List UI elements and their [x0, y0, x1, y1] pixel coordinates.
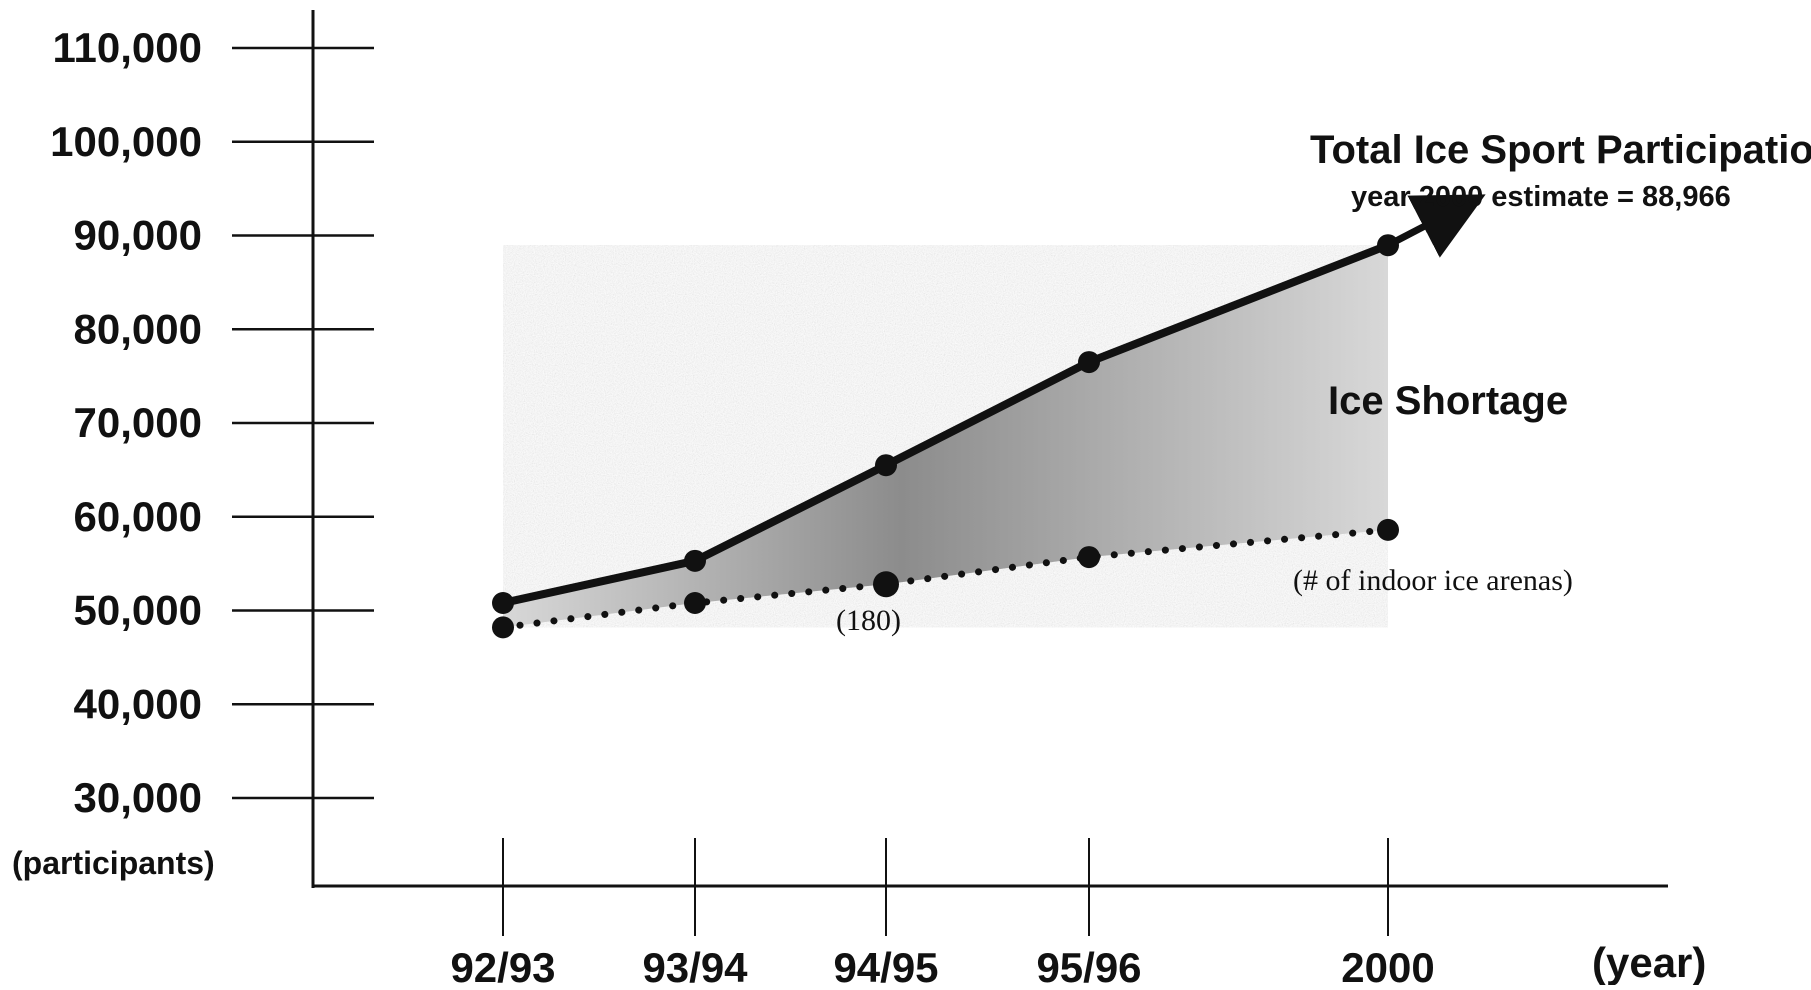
x-axis-ticks: 92/93 93/94 94/95 95/96 2000	[450, 838, 1435, 990]
participation-series	[492, 194, 1486, 614]
x-tick-label: 95/96	[1036, 944, 1141, 985]
arenas-point	[1377, 518, 1399, 541]
y-tick-label: 80,000	[74, 305, 202, 352]
y-tick-label: 110,000	[52, 24, 202, 71]
x-tick-label: 92/93	[450, 944, 555, 985]
x-axis-title: (year)	[1592, 939, 1706, 985]
y-axis-ticks: 110,000 100,000 90,000 80,000 70,000 60,000 50…	[50, 24, 374, 821]
participation-estimate-note: year 2000 estimate = 88,966	[1351, 181, 1731, 213]
y-tick-label: 70,000	[74, 399, 202, 446]
arenas-point	[873, 571, 899, 598]
y-tick-label: 30,000	[74, 774, 202, 821]
x-tick-label: 2000	[1341, 944, 1434, 985]
arena-count-label: (180)	[836, 604, 901, 637]
participation-point	[684, 549, 706, 572]
x-tick-label: 94/95	[833, 944, 938, 985]
y-axis-title: (participants)	[12, 845, 215, 881]
participation-point	[875, 454, 897, 477]
participation-series-name: Total Ice Sport Participation	[1310, 128, 1811, 172]
arenas-series-name: (# of indoor ice arenas)	[1293, 564, 1573, 597]
arenas-point	[684, 592, 706, 614]
y-tick-label: 60,000	[74, 493, 202, 540]
participation-point	[1377, 234, 1399, 257]
y-tick-label: 50,000	[74, 587, 202, 634]
arenas-point	[1078, 546, 1100, 569]
participation-point	[1078, 351, 1100, 374]
y-tick-label: 90,000	[74, 212, 202, 259]
arenas-point	[492, 616, 514, 639]
arenas-series	[492, 518, 1399, 639]
x-tick-label: 93/94	[642, 944, 748, 985]
y-tick-label: 40,000	[74, 680, 202, 727]
y-tick-label: 100,000	[50, 118, 202, 165]
ice-shortage-label: Ice Shortage	[1328, 379, 1568, 423]
participation-point	[492, 592, 514, 614]
